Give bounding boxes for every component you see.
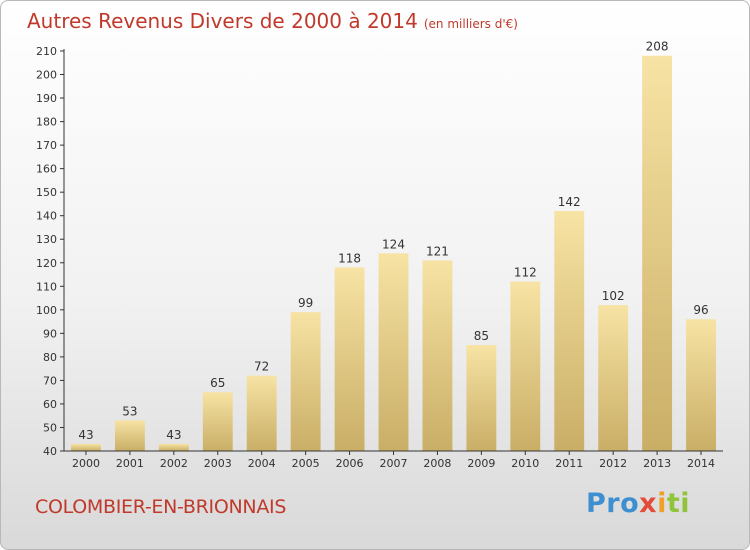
bar-2014	[686, 319, 716, 451]
y-tick-label: 200	[36, 69, 57, 82]
x-tick-label-2007: 2007	[380, 457, 408, 470]
logo-part-3: i	[657, 488, 667, 519]
value-label-2008: 121	[426, 244, 449, 258]
logo-part-1: Pro	[586, 488, 640, 519]
bar-2001	[114, 420, 145, 451]
value-label-2007: 124	[382, 237, 405, 251]
x-tick-label-2014: 2014	[687, 457, 715, 470]
value-label-2003: 65	[210, 376, 225, 390]
x-tick-label-2010: 2010	[511, 457, 539, 470]
value-label-2012: 102	[602, 289, 625, 303]
y-tick-label: 180	[36, 116, 57, 129]
logo-part-2: x	[639, 488, 658, 519]
x-tick-label-2004: 2004	[248, 457, 276, 470]
y-tick-label: 140	[36, 210, 57, 223]
y-tick-label: 50	[43, 421, 57, 434]
value-label-2005: 99	[298, 296, 313, 310]
y-tick-label: 40	[43, 445, 57, 458]
bar-2005	[290, 312, 321, 451]
y-tick-label: 110	[36, 280, 57, 293]
y-axis: 40 50 60 70 80 90 100 110 120 130 140 150 160 170 180 1…	[36, 45, 65, 458]
value-label-2011: 142	[558, 195, 581, 209]
y-tick-label: 100	[36, 304, 57, 317]
logo-part-4: ti	[666, 488, 691, 519]
x-tick-label-2002: 2002	[160, 457, 188, 470]
bar-2009	[466, 345, 497, 451]
bar-2012	[598, 305, 629, 451]
bar-2000	[71, 443, 101, 451]
x-tick-label-2013: 2013	[643, 457, 671, 470]
bars: 43 53 43 65 72 99 118 124 121 85 112 142 102 208 96	[71, 40, 716, 452]
y-tick-label: 170	[36, 139, 57, 152]
value-label-2009: 85	[474, 329, 489, 343]
value-label-2006: 118	[338, 251, 361, 265]
chart-unit: (en milliers d'€)	[423, 17, 518, 31]
bar-2013	[642, 55, 673, 452]
value-label-2000: 43	[78, 428, 93, 442]
y-tick-label: 70	[43, 374, 57, 387]
bar-2006	[334, 267, 365, 451]
bar-2003	[202, 392, 233, 451]
x-tick-label-2001: 2001	[116, 457, 144, 470]
y-tick-label: 210	[36, 45, 57, 58]
value-label-2004: 72	[254, 360, 269, 374]
bar-2008	[422, 260, 453, 451]
bar-2011	[554, 211, 585, 451]
x-tick-label-2006: 2006	[336, 457, 364, 470]
x-tick-label-2008: 2008	[423, 457, 451, 470]
x-axis: 2000 2001 2002 2003 2004 2005 2006 2007 2008 2009…	[64, 450, 723, 470]
y-tick-label: 190	[36, 92, 57, 105]
x-tick-label-2005: 2005	[292, 457, 320, 470]
y-tick-label: 90	[43, 327, 57, 340]
x-tick-label-2011: 2011	[555, 457, 583, 470]
y-tick-label: 160	[36, 163, 57, 176]
bar-2007	[378, 253, 409, 451]
y-tick-label: 80	[43, 351, 57, 364]
y-tick-label: 150	[36, 186, 57, 199]
x-tick-label-2012: 2012	[599, 457, 627, 470]
commune-name: COLOMBIER-EN-BRIONNAIS	[35, 496, 287, 518]
chart-title-text: Autres Revenus Divers de 2000 à 2014	[27, 9, 418, 33]
proxiti-logo[interactable]: Proxiti	[586, 488, 690, 519]
chart-title: Autres Revenus Divers de 2000 à 2014 (en …	[27, 9, 518, 33]
value-label-2002: 43	[166, 428, 181, 442]
bar-2002	[158, 443, 189, 451]
y-tick-label: 60	[43, 398, 57, 411]
bar-2004	[246, 375, 277, 451]
value-label-2013: 208	[646, 40, 669, 54]
value-label-2010: 112	[514, 266, 537, 280]
bar-2010	[510, 281, 541, 451]
x-tick-label-2003: 2003	[204, 457, 232, 470]
y-tick-label: 130	[36, 233, 57, 246]
value-label-2014: 96	[693, 303, 708, 317]
x-tick-label-2000: 2000	[72, 457, 100, 470]
y-tick-label: 120	[36, 257, 57, 270]
value-label-2001: 53	[122, 404, 137, 418]
x-tick-label-2009: 2009	[467, 457, 495, 470]
